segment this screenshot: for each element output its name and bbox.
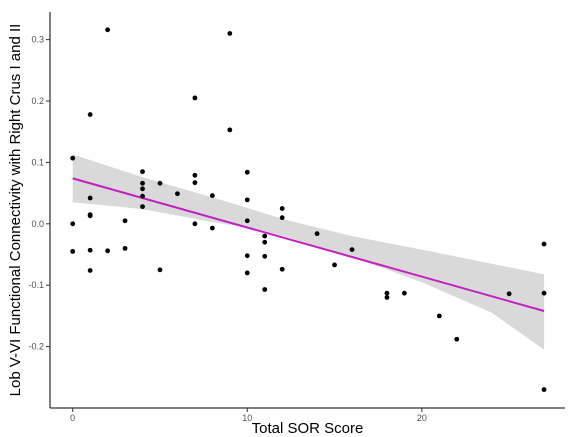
data-point — [454, 336, 460, 342]
data-point — [541, 387, 547, 392]
y-axis-title: Lob V-VI Functional Connectivity with Ri… — [7, 24, 24, 397]
data-point — [279, 266, 285, 272]
y-tick-label: 0.0 — [31, 219, 44, 229]
confidence-band — [72, 154, 545, 350]
data-point — [401, 290, 407, 296]
data-point — [70, 155, 76, 161]
data-point — [506, 291, 512, 297]
x-axis-title: Total SOR Score — [252, 420, 364, 437]
data-point — [541, 241, 547, 247]
data-points-layer — [70, 27, 547, 392]
data-point — [227, 127, 233, 133]
data-point — [436, 313, 442, 319]
data-point — [332, 262, 337, 268]
y-tick-label: 0.2 — [31, 96, 44, 106]
data-point — [244, 218, 250, 224]
data-point — [244, 253, 250, 259]
trend-line-layer — [72, 177, 545, 312]
data-point — [227, 31, 233, 36]
y-tick-label: 0.3 — [31, 35, 44, 45]
data-point — [314, 231, 320, 237]
data-point — [192, 180, 198, 186]
data-point — [70, 249, 76, 254]
data-point — [192, 172, 198, 178]
data-point — [262, 253, 268, 259]
data-point — [279, 215, 285, 221]
data-point — [87, 268, 93, 273]
y-tick-label: -0.1 — [28, 280, 44, 290]
data-point — [140, 193, 145, 199]
data-point — [541, 290, 547, 296]
y-tick-label: -0.2 — [28, 342, 44, 352]
data-point — [262, 233, 268, 239]
data-point — [140, 180, 145, 186]
confidence-band-layer — [72, 154, 545, 350]
data-point — [105, 248, 111, 254]
data-point — [157, 180, 163, 186]
data-point — [87, 195, 93, 201]
y-tick-label: 0.1 — [31, 157, 44, 167]
data-point — [192, 95, 198, 101]
data-point — [87, 247, 93, 253]
data-point — [279, 206, 285, 211]
data-point — [140, 204, 145, 210]
data-point — [140, 186, 145, 192]
data-point — [262, 287, 268, 292]
data-point — [192, 221, 198, 227]
data-point — [140, 169, 145, 175]
data-point — [209, 193, 215, 198]
data-point — [384, 295, 390, 300]
trend-line — [72, 177, 545, 312]
data-point — [122, 245, 128, 251]
data-point — [122, 218, 128, 224]
data-point — [244, 270, 250, 276]
x-tick-label: 20 — [417, 413, 427, 423]
data-point — [87, 213, 93, 219]
x-tick-label: 10 — [242, 413, 252, 423]
data-point — [70, 221, 76, 227]
x-tick-label: 0 — [70, 413, 75, 423]
data-point — [157, 267, 163, 273]
data-point — [87, 112, 93, 117]
data-point — [105, 27, 111, 33]
data-point — [175, 191, 180, 197]
data-point — [244, 197, 250, 203]
data-point — [244, 169, 250, 175]
data-point — [349, 247, 355, 253]
data-point — [384, 290, 390, 296]
data-point — [209, 225, 215, 231]
axes-layer: 0 10 20 -0.2 -0.1 0.0 0.1 0.2 0.3 — [28, 12, 565, 423]
data-point — [262, 239, 268, 245]
